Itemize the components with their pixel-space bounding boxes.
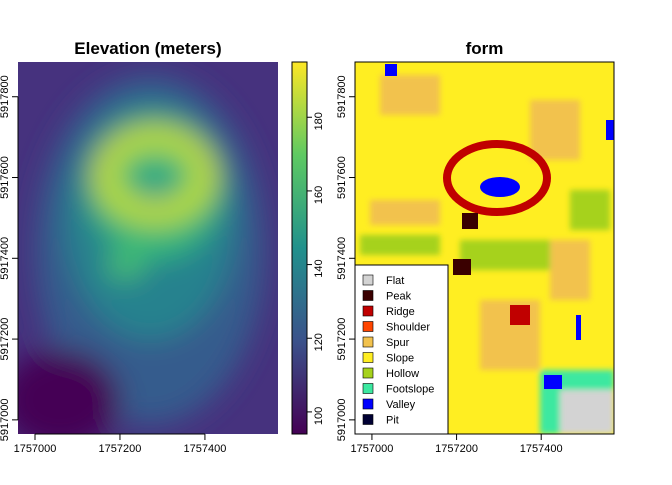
- chart-title: form: [466, 39, 504, 58]
- colorbar-tick-label: 140: [313, 259, 325, 277]
- legend-label: Valley: [386, 399, 416, 411]
- colorbar-tick-label: 120: [313, 333, 325, 351]
- y-tick-label: 5917000: [0, 398, 11, 441]
- colorbar-frame: [291, 61, 308, 435]
- y-tick-label: 5917800: [0, 75, 11, 118]
- legend-label: Footslope: [386, 384, 434, 396]
- legend-swatch: [362, 321, 374, 332]
- x-tick-label: 1757200: [435, 443, 478, 455]
- legend-swatch: [362, 336, 374, 348]
- y-tick-label: 5917800: [336, 75, 348, 118]
- y-tick-label: 5917600: [0, 156, 11, 199]
- colorbar-tick-label: 160: [313, 186, 325, 204]
- legend-label: Flat: [386, 275, 404, 287]
- legend-label: Pit: [386, 415, 399, 427]
- x-tick-label: 1757400: [184, 443, 227, 455]
- y-tick-label: 5917200: [336, 318, 348, 361]
- legend-label: Shoulder: [386, 322, 430, 334]
- legend-swatch: [362, 305, 374, 317]
- legend-label: Slope: [386, 353, 414, 365]
- x-tick-label: 1757400: [520, 443, 563, 455]
- legend-swatch: [362, 274, 374, 286]
- colorbar-tick-label: 100: [313, 407, 325, 425]
- form-raster: [355, 62, 614, 434]
- x-tick-label: 1757200: [99, 443, 142, 455]
- legend-swatch: [362, 352, 374, 363]
- y-tick-label: 5917200: [0, 318, 11, 361]
- x-tick-label: 1757000: [351, 443, 394, 455]
- legend-swatch: [362, 414, 374, 425]
- y-tick-label: 5917000: [336, 398, 348, 441]
- chart-title: Elevation (meters): [74, 39, 221, 58]
- y-tick-label: 5917400: [336, 237, 348, 280]
- legend-swatch: [362, 383, 374, 394]
- legend-label: Ridge: [386, 306, 415, 318]
- x-tick-label: 1757000: [14, 443, 57, 455]
- y-tick-label: 5917600: [336, 156, 348, 199]
- legend-swatch: [362, 290, 374, 301]
- legend-swatch: [362, 398, 374, 410]
- y-tick-label: 5917400: [0, 237, 11, 280]
- legend-label: Peak: [386, 291, 412, 303]
- legend-label: Hollow: [386, 368, 419, 380]
- colorbar: [292, 62, 307, 434]
- colorbar-tick-label: 180: [313, 112, 325, 130]
- legend-swatch: [362, 367, 374, 379]
- legend-label: Spur: [386, 337, 410, 349]
- elevation-raster: [18, 62, 278, 434]
